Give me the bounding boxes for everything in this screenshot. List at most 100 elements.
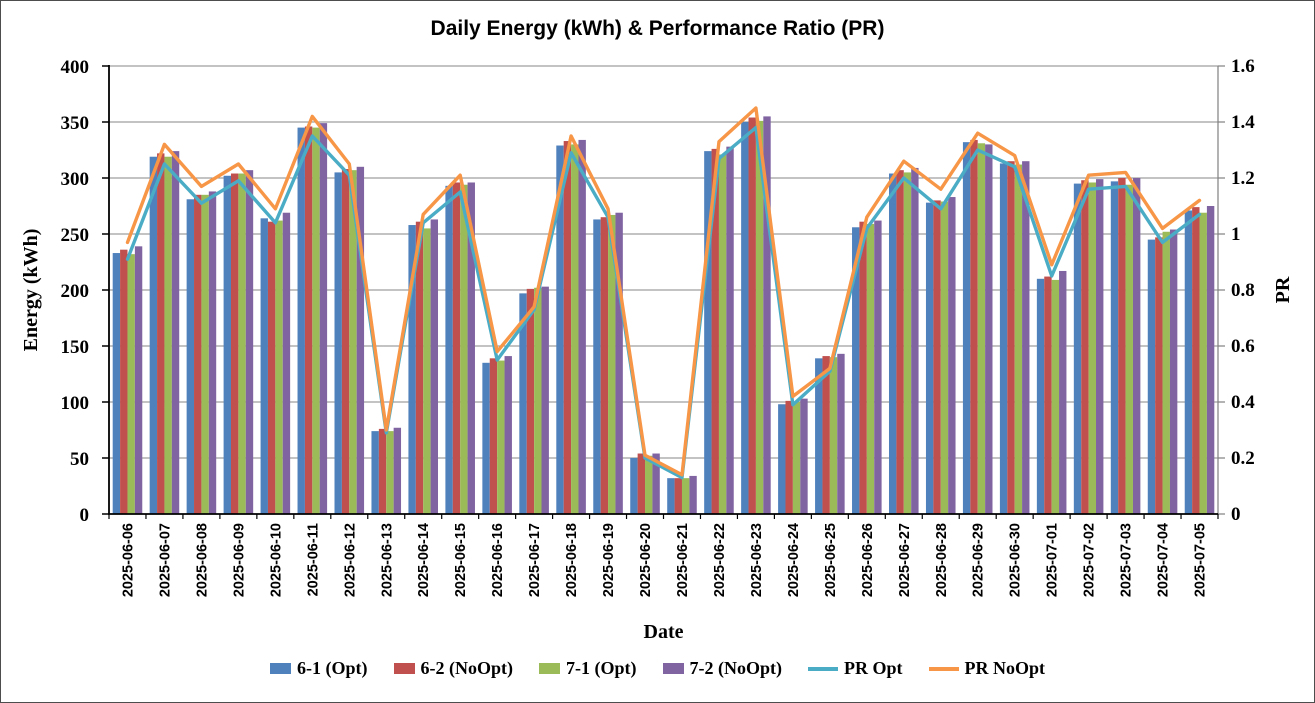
legend-line-swatch-pr-opt [808, 666, 838, 671]
left-axis-tick-label: 200 [61, 281, 90, 302]
legend-item-pr-opt: PR Opt [808, 658, 903, 679]
right-axis: 0 0.2 0.4 0.6 0.8 1 1.2 1.4 1.6 [1217, 56, 1255, 525]
legend-item-6-1-(opt): 6-1 (Opt) [270, 658, 368, 679]
legend: 6-1 (Opt) 6-2 (NoOpt) 7-1 (Opt) 7-2 (NoOpt)… [1, 658, 1314, 679]
x-axis-label: 2025-06-14 [416, 523, 432, 597]
bar [275, 220, 283, 514]
x-axis-labels: 2025-06-06 2025-06-07 2025-06-08 2025-06-09… [120, 523, 1208, 597]
x-axis-label: 2025-06-26 [860, 523, 876, 597]
bar [260, 218, 268, 514]
bar [467, 182, 475, 515]
line-series-PR NoOpt [125, 106, 1202, 477]
bar [652, 453, 660, 514]
bar [334, 172, 342, 514]
bar [1155, 237, 1163, 515]
bar [718, 154, 727, 515]
bar [127, 254, 135, 514]
bar [245, 170, 254, 514]
bar [778, 404, 786, 514]
bar [815, 358, 823, 514]
right-axis-tick-label: 1.2 [1231, 168, 1255, 189]
bar [393, 427, 402, 514]
right-axis-tick-label: 0.2 [1231, 448, 1255, 469]
bar [785, 400, 793, 514]
bar [1125, 184, 1133, 514]
legend-label: 6-2 (NoOpt) [420, 658, 514, 678]
x-axis-label: 2025-06-22 [712, 523, 728, 597]
bar [497, 360, 505, 514]
bar [726, 146, 734, 514]
legend-item-pr-noopt: PR NoOpt [928, 658, 1045, 679]
bar [896, 170, 904, 514]
bar [637, 453, 646, 514]
bar [911, 167, 919, 515]
bar [829, 357, 838, 514]
bar [526, 288, 535, 514]
bar [822, 356, 830, 514]
right-axis-tick-label: 0 [1231, 504, 1241, 525]
bar [386, 431, 394, 514]
bar [903, 172, 912, 514]
bar [563, 141, 572, 515]
bar [1051, 279, 1060, 514]
bar [1088, 182, 1097, 515]
x-axis-label: 2025-06-09 [231, 523, 247, 597]
bar [519, 293, 527, 514]
bar [134, 246, 143, 514]
bar [755, 120, 764, 514]
bar [874, 220, 882, 514]
axes: 0 50 100 150 200 250 300 350 400 [61, 57, 1219, 526]
bar [186, 199, 195, 514]
bar [852, 227, 860, 514]
bar [630, 458, 638, 514]
bar [238, 173, 246, 514]
bar [1059, 270, 1067, 514]
bar [593, 219, 601, 514]
x-axis-label: 2025-06-18 [564, 523, 580, 597]
bar [1206, 206, 1215, 514]
x-axis-label: 2025-06-21 [675, 523, 691, 597]
bar [1014, 164, 1023, 514]
left-axis-tick-label: 100 [61, 393, 90, 414]
bar [112, 253, 121, 515]
bar [164, 156, 172, 514]
bar [674, 478, 682, 514]
x-axis-label: 2025-06-13 [379, 523, 395, 597]
bar [600, 217, 609, 514]
left-axis-tick-label: 50 [70, 449, 89, 470]
bar-series-7-1 (Opt) [127, 120, 1207, 515]
bar [615, 212, 623, 514]
bar [925, 202, 934, 514]
line-series-PR Opt [125, 125, 1202, 480]
left-axis-tick-label: 250 [61, 225, 90, 246]
bar [157, 153, 165, 515]
bar [223, 175, 231, 514]
x-axis-label: 2025-07-04 [1156, 523, 1172, 597]
left-axis-tick-label: 150 [61, 337, 90, 358]
x-axis-label: 2025-06-12 [342, 523, 358, 597]
bar [689, 475, 697, 514]
legend-bar-swatch-7-2-(noopt) [662, 663, 684, 674]
chart-title: Daily Energy (kWh) & Performance Ratio (… [430, 17, 885, 40]
bar [1118, 178, 1126, 514]
bar [985, 144, 993, 514]
right-axis-tick-label: 0.6 [1231, 336, 1255, 357]
bar-series-6-2 (NoOpt) [120, 117, 1200, 515]
bar [1096, 179, 1104, 514]
bar [504, 356, 512, 514]
bar [1044, 276, 1052, 514]
bar [556, 145, 564, 514]
bar [1162, 231, 1170, 514]
legend-label: 7-1 (Opt) [566, 658, 637, 678]
bar [940, 201, 949, 514]
bar [962, 142, 971, 514]
bar [933, 200, 941, 514]
bar [741, 122, 749, 514]
bar [371, 431, 379, 514]
bar [1007, 161, 1015, 514]
bar [1081, 180, 1089, 515]
bar [571, 144, 579, 514]
bar [415, 221, 424, 514]
bar [541, 286, 549, 514]
